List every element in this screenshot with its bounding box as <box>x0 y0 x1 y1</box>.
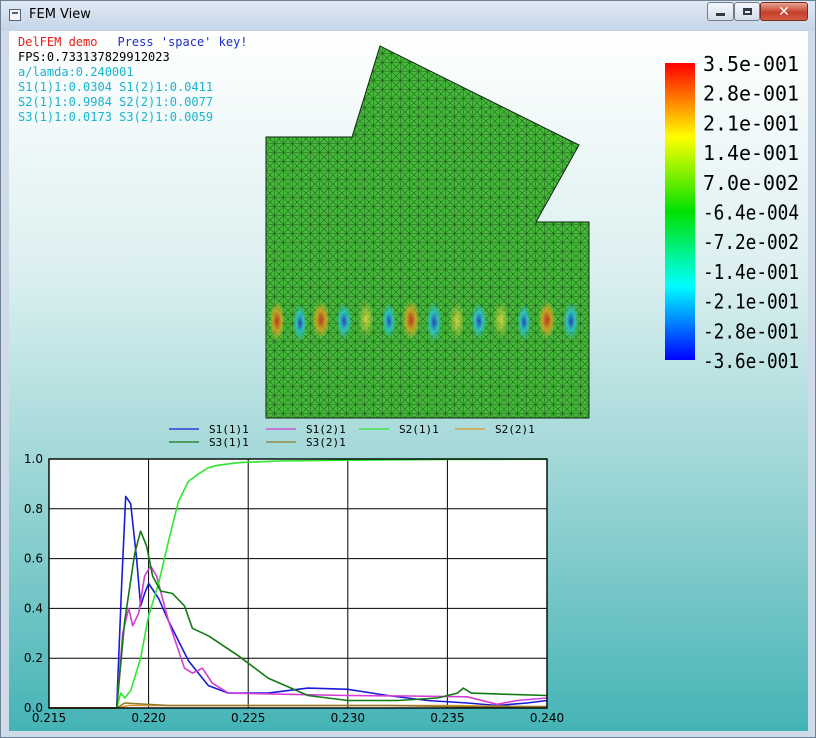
readout-line: S1(1)1:0.0304 S1(2)1:0.0411 <box>18 80 213 94</box>
plot-frame <box>48 458 548 709</box>
colorbar-label: -6.4e-004 <box>703 201 799 225</box>
x-tick-label: 0.235 <box>430 711 464 725</box>
minimize-icon <box>716 13 725 16</box>
y-tick-label: 0.8 <box>24 502 43 516</box>
app-name-label: DelFEM demo <box>18 35 97 49</box>
readout-line: S3(1)1:0.0173 S3(2)1:0.0059 <box>18 110 213 124</box>
x-tick-label: 0.225 <box>231 711 265 725</box>
chart-series <box>49 458 548 709</box>
legend-entry: S1(1)1 <box>209 423 249 436</box>
colorbar-label: 2.1e-001 <box>703 111 799 135</box>
hint-label: Press 'space' key! <box>117 35 247 49</box>
colorbar-label: -2.1e-001 <box>703 290 799 314</box>
overlay-text: DelFEM demo Press 'space' key! FPS:0.7331… <box>18 35 248 124</box>
field-waveguide-strip <box>266 289 589 349</box>
close-button[interactable]: ✕ <box>760 2 808 21</box>
y-tick-label: 0.4 <box>24 601 43 615</box>
fem-canvas[interactable]: DelFEM demo Press 'space' key! FPS:0.7331… <box>9 31 808 731</box>
colorbar-label: -3.6e-001 <box>703 349 799 373</box>
legend-entry: S2(2)1 <box>495 423 535 436</box>
readout-line: S2(1)1:0.9984 S2(2)1:0.0077 <box>18 95 213 109</box>
fem-mesh[interactable] <box>265 45 590 419</box>
colorbar: 3.5e-001 2.8e-001 2.1e-001 1.4e-001 7.0e-002… <box>665 52 799 373</box>
overlay-title-line: DelFEM demo Press 'space' key! <box>18 35 248 49</box>
x-tick-label: 0.230 <box>331 711 365 725</box>
colorbar-label: -7.2e-002 <box>703 230 799 254</box>
title-bar[interactable]: FEM View ✕ <box>1 1 815 31</box>
series-line-s311 <box>49 530 548 709</box>
window-title: FEM View <box>29 7 91 22</box>
gl-viewport-area[interactable]: DelFEM demo Press 'space' key! FPS:0.7331… <box>9 31 808 731</box>
app-window-icon[interactable] <box>9 9 21 21</box>
maximize-button[interactable] <box>734 2 760 21</box>
series-line-s211 <box>49 458 548 709</box>
legend-entry: S1(2)1 <box>306 423 346 436</box>
maximize-icon <box>742 8 752 15</box>
colorbar-label: 2.8e-001 <box>703 82 799 106</box>
x-tick-labels: 0.215 0.220 0.225 0.230 0.235 0.240 <box>32 711 564 725</box>
line-chart: 0.215 0.220 0.225 0.230 0.235 0.240 0.0 0.2 0.4… <box>24 452 564 725</box>
ratio-label: a/lamda:0.240001 <box>18 65 134 79</box>
x-tick-label: 0.220 <box>131 711 165 725</box>
legend-entry: S3(1)1 <box>209 436 249 449</box>
close-icon: ✕ <box>778 3 790 20</box>
legend-entry: S3(2)1 <box>306 436 346 449</box>
y-tick-label: 0.0 <box>24 701 43 715</box>
series-line-s111 <box>49 495 548 709</box>
minimize-button[interactable] <box>707 2 734 21</box>
legend-entry: S2(1)1 <box>399 423 439 436</box>
y-tick-label: 0.2 <box>24 651 43 665</box>
y-tick-labels: 0.0 0.2 0.4 0.6 0.8 1.0 <box>24 452 43 715</box>
colorbar-gradient <box>665 63 695 360</box>
colorbar-label: 7.0e-002 <box>703 171 799 195</box>
readout-list: S1(1)1:0.0304 S1(2)1:0.0411S2(1)1:0.9984… <box>18 80 213 124</box>
plot-area <box>49 459 547 708</box>
colorbar-label: 3.5e-001 <box>703 52 799 76</box>
x-tick-label: 0.240 <box>530 711 564 725</box>
fps-label: FPS:0.733137829912023 <box>18 50 170 64</box>
y-tick-label: 1.0 <box>24 452 43 466</box>
y-tick-label: 0.6 <box>24 552 43 566</box>
series-line-s121 <box>49 565 548 709</box>
series-line-s321 <box>49 702 548 709</box>
x-tick-label: 0.215 <box>32 711 66 725</box>
colorbar-labels: 3.5e-001 2.8e-001 2.1e-001 1.4e-001 7.0e-002… <box>703 52 799 373</box>
colorbar-label: -2.8e-001 <box>703 319 799 343</box>
chart-legend: S1(1)1 S1(2)1 S2(1)1 S2(2)1 S3(1)1 S3(2)1 <box>169 423 535 449</box>
colorbar-label: 1.4e-001 <box>703 141 799 165</box>
colorbar-label: -1.4e-001 <box>703 260 799 284</box>
